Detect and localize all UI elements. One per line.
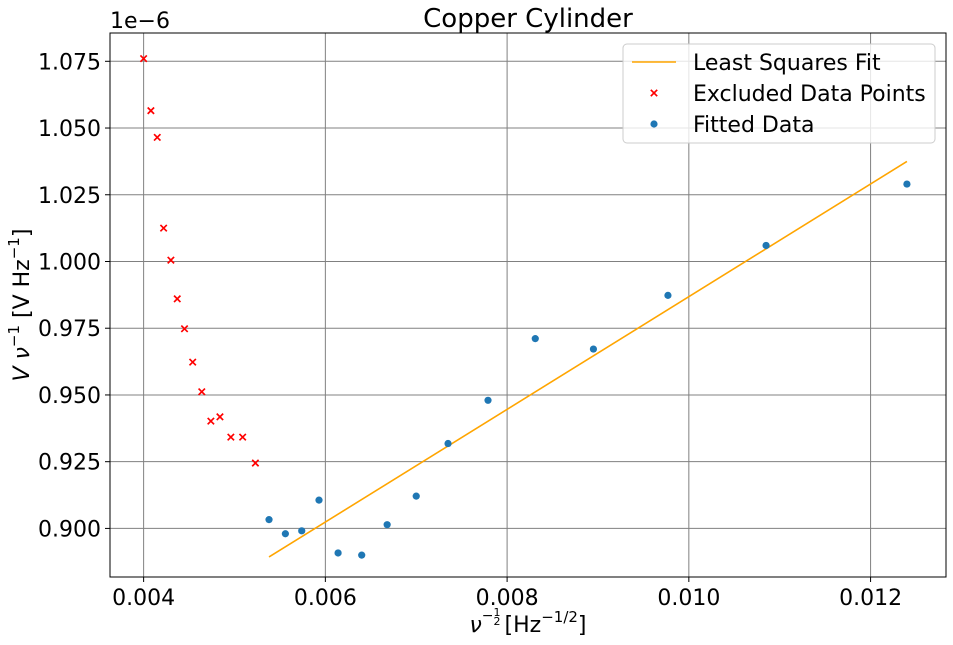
y-tick-label: 0.950 [38,384,101,409]
x-label-unit-close: ] [578,613,587,638]
excluded-point [173,295,182,303]
excluded-point [167,256,175,264]
legend-label: Fitted Data [693,113,814,138]
excluded-point [238,433,247,441]
fitted-point [281,530,289,538]
excluded-point [153,133,162,142]
tick-layer: 0.004 0.006 0.008 0.010 0.012 0.900 0.925 0.950… [38,50,902,611]
y-tick-label: 0.900 [38,517,101,542]
fitted-point [484,396,492,404]
x-label-exp-sign: − [482,608,494,624]
legend-box [622,43,936,144]
excluded-point [197,387,206,396]
excluded-point [188,358,197,366]
y-label-exp: −1 [5,325,23,347]
fitted-point [334,549,342,557]
fitted-point [589,345,598,353]
legend-entries: Least Squares Fit Excluded Data Points Fit… [632,51,926,138]
y-axis-label: V ν−1 [V Hz−1] [5,229,35,382]
fitted-point [664,291,672,299]
x-tick-label: 0.010 [657,586,720,611]
y-offset-text: 1e−6 [110,9,170,34]
fit-line [268,160,908,558]
plot-frame [109,32,947,578]
y-tick-label: 1.050 [38,117,101,142]
y-tick-label: 1.075 [38,50,101,75]
y-tick-label: 1.025 [38,184,101,209]
excluded-point [139,54,148,63]
fitted-point [265,516,273,524]
x-label-unit-exp: −1/2 [541,608,578,626]
x-tick-label: 0.008 [476,586,539,611]
x-label-exp-num: 1 [494,606,501,619]
x-axis-label: ν−1 2 [Hz−1/2] [469,606,586,638]
y-tick-label: 0.975 [38,317,101,342]
chart-title: Copper Cylinder [423,4,633,34]
y-label-unit: [V Hz [10,259,35,325]
fitted-point [903,180,911,188]
excluded-point [227,433,235,441]
fitted-point [315,496,323,504]
x-tick-label: 0.004 [112,586,175,611]
fitted-point [444,439,452,448]
legend-label: Excluded Data Points [693,82,926,107]
excluded-point [180,324,189,333]
y-label-pre: V ν [10,347,35,381]
fitted-point [762,241,770,250]
fitted-point [412,492,420,500]
legend-swatch-fitted [650,120,658,128]
legend-label: Least Squares Fit [693,51,881,76]
legend-swatch-excluded [650,89,658,97]
fitted-point [358,551,366,559]
legend: Least Squares Fit Excluded Data Points Fit… [622,43,936,144]
x-label-exp-den: 2 [494,615,501,628]
x-tick-label: 0.012 [839,586,902,611]
fitted-point [531,335,539,343]
excluded-point [216,413,224,421]
x-tick-label: 0.006 [294,586,357,611]
excluded-point [147,106,155,115]
y-label-unit-exp: −1 [5,237,23,259]
y-label-unit-close: ] [10,229,35,238]
x-label-unit: [Hz [505,613,542,638]
fitted-point [383,521,391,529]
excluded-point [159,224,168,232]
fitted-point [298,527,306,535]
excluded-point [251,459,260,467]
y-tick-label: 0.925 [38,451,101,476]
data-layer [139,54,911,559]
x-label-base: ν [469,613,481,638]
y-tick-label: 1.000 [38,250,101,275]
excluded-point [207,417,215,425]
